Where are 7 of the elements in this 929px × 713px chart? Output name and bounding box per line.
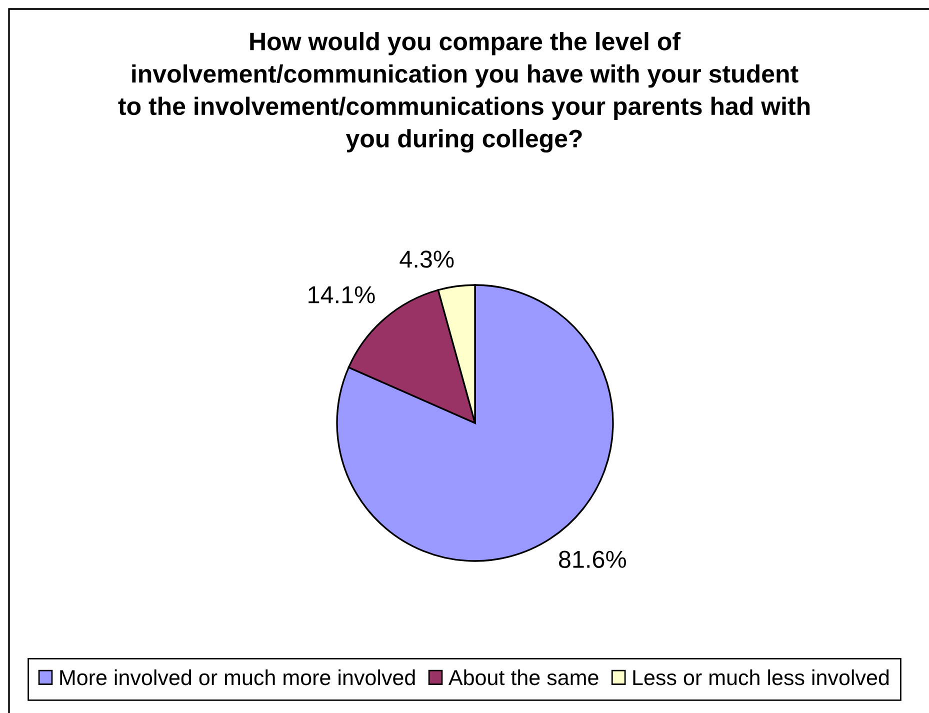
legend-label: More involved or much more involved — [60, 669, 415, 686]
data-label: 14.1% — [308, 286, 375, 304]
data-label: 81.6% — [559, 550, 626, 568]
data-label: 4.3% — [400, 250, 454, 268]
legend-label: About the same — [448, 669, 598, 686]
chart-title: How would you compare the level of involvement/communication you have with your student to the involvement/communications your parents had with you during college? — [118, 32, 810, 153]
legend-label: Less or much less involved — [633, 669, 889, 686]
